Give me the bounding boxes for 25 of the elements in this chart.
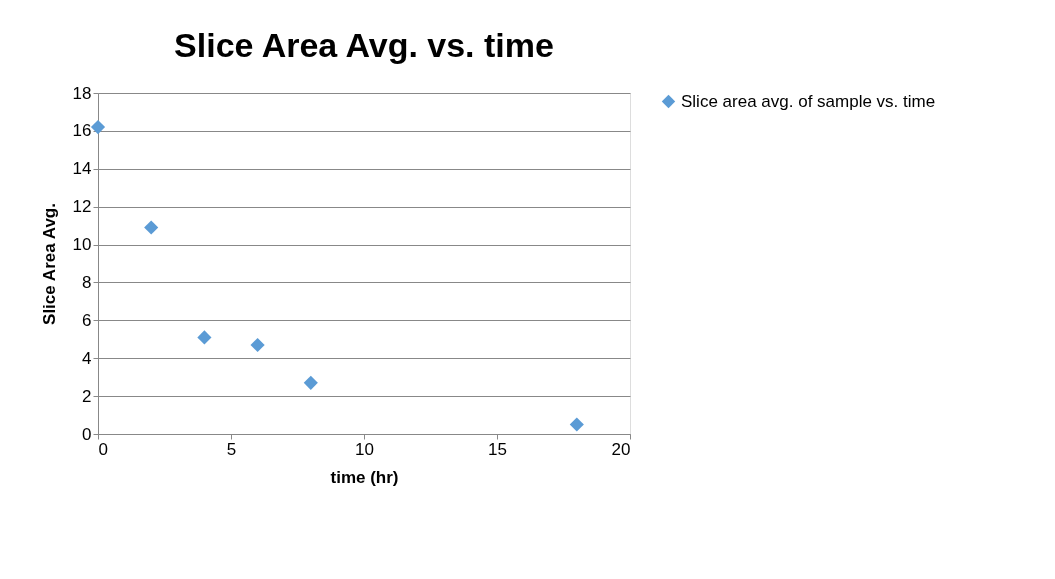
chart-title: Slice Area Avg. vs. time (174, 26, 554, 64)
point (90, 120, 106, 135)
x-tick-label: 0 (98, 439, 108, 459)
point (144, 220, 159, 235)
y-axis-title: Slice Area Avg. (39, 203, 59, 325)
y-tick-label: 0 (82, 424, 92, 444)
point (303, 375, 318, 390)
point (250, 337, 265, 353)
y-tick-label: 14 (72, 159, 92, 179)
y-tick-label: 4 (82, 348, 92, 368)
x-tick-label: 10 (355, 439, 374, 459)
x-tick-label: 20 (611, 439, 631, 459)
y-tick-label: 8 (82, 272, 92, 292)
legend-label: Slice area avg. of sample vs. time (681, 91, 936, 111)
y-tick-label: 16 (72, 121, 92, 141)
x-tick-label: 5 (226, 439, 237, 459)
point (197, 330, 212, 345)
y-tick-label: 6 (82, 310, 92, 330)
x-axis-title: time (hr) (330, 467, 399, 487)
y-tick-label: 18 (72, 83, 92, 103)
point (569, 417, 584, 432)
y-tick-label: 2 (82, 386, 92, 406)
y-tick-label: 10 (72, 235, 92, 255)
y-tick-label: 12 (72, 197, 92, 217)
x-tick-label: 15 (488, 439, 507, 459)
